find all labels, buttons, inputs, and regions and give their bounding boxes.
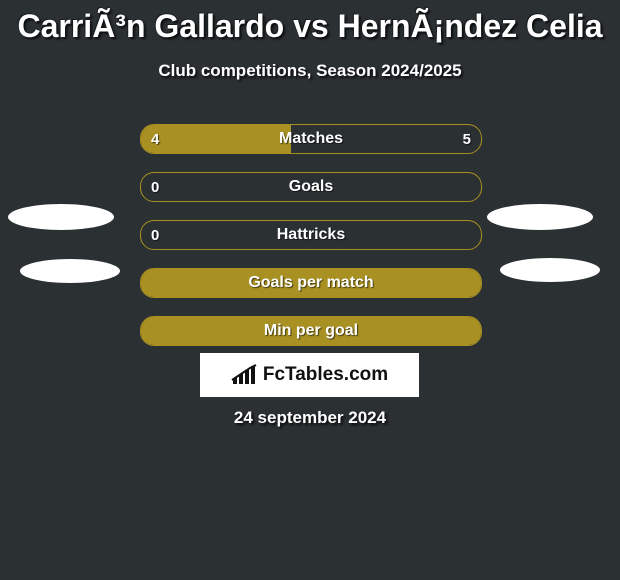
stat-label: Min per goal <box>141 317 481 345</box>
stat-bar: Goals per match <box>140 268 482 298</box>
stats-bars: 45Matches 0Goals 0Hattricks Goals per match… <box>140 124 480 364</box>
stat-bar: 45Matches <box>140 124 482 154</box>
generated-date: 24 september 2024 <box>0 408 620 428</box>
stat-bar: 0Goals <box>140 172 482 202</box>
ellipse-icon <box>8 204 114 230</box>
stat-label: Goals per match <box>141 269 481 297</box>
bar-chart-icon <box>231 364 257 386</box>
ellipse-icon <box>487 204 593 230</box>
stat-label: Goals <box>141 173 481 201</box>
ellipse-icon <box>500 258 600 282</box>
stat-bar: 0Hattricks <box>140 220 482 250</box>
stat-label: Hattricks <box>141 221 481 249</box>
ellipse-icon <box>20 259 120 283</box>
page-title: CarriÃ³n Gallardo vs HernÃ¡ndez Celia <box>0 8 620 45</box>
stat-bar: Min per goal <box>140 316 482 346</box>
brand-badge: FcTables.com <box>200 353 419 397</box>
stat-label: Matches <box>141 125 481 153</box>
brand-text: FcTables.com <box>263 364 388 386</box>
page-subtitle: Club competitions, Season 2024/2025 <box>0 61 620 81</box>
